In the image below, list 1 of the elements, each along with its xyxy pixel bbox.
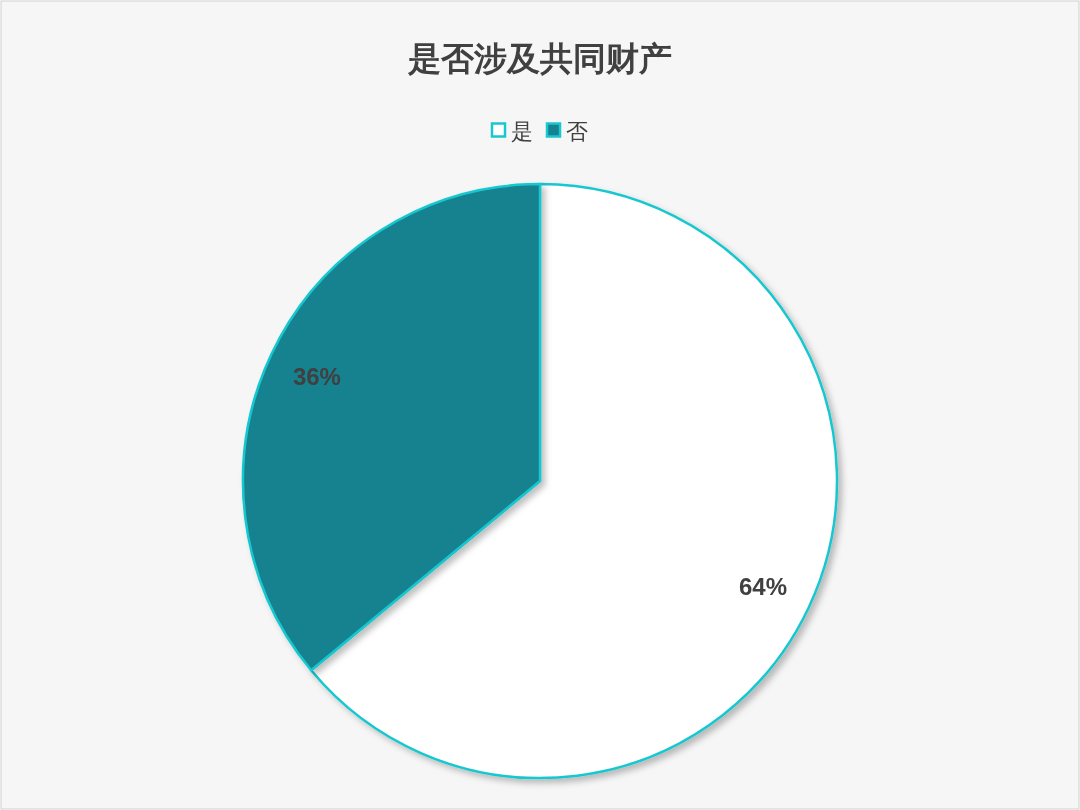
title: 是否涉及共同财产 [408, 40, 672, 77]
